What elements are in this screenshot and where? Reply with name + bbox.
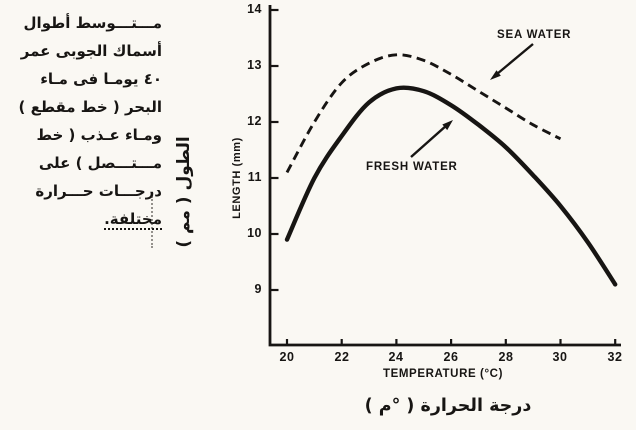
y-tick-label: 14 <box>247 2 262 16</box>
x-tick-label: 30 <box>552 350 568 364</box>
x-tick-label: 32 <box>607 350 623 364</box>
y-axis-label: LENGTH (mm) <box>231 137 243 219</box>
caption-line: ٤٠ يومـا فى مـاء <box>40 70 162 88</box>
y-tick-label: 10 <box>247 226 262 240</box>
series-label-fresh-water: FRESH WATER <box>366 161 458 173</box>
fresh-water-arrow <box>410 120 453 158</box>
axes <box>268 5 621 347</box>
curve-fresh-water <box>284 85 618 287</box>
caption-line: أسماك الجوبى عمر <box>20 42 162 60</box>
x-tick-label: 22 <box>334 350 350 364</box>
curve-sea-water <box>285 53 562 174</box>
x-tick-label: 28 <box>498 350 514 364</box>
x-axis-label-arabic: درجة الحرارة ( °م ) <box>364 396 532 416</box>
caption-line: مختلفة. <box>104 210 162 228</box>
figure-caption-arabic: مـــتـــوسط أطوال أسماك الجوبى عمر ٤٠ يو… <box>2 9 162 233</box>
caption-line: ومـاء عـذب ( خط <box>36 126 162 144</box>
caption-line: مـــتـــصل ) على <box>38 154 162 172</box>
scan-artifact-dotted-line <box>151 196 153 248</box>
caption-line: درجـــات حـــرارة <box>35 182 162 200</box>
y-tick-label: 9 <box>254 282 262 296</box>
x-tick-label: 20 <box>279 350 295 364</box>
caption-line: مـــتـــوسط أطوال <box>23 14 162 32</box>
sea-water-arrow <box>490 43 534 80</box>
y-tick-label: 11 <box>247 170 262 184</box>
x-tick-label: 26 <box>443 350 459 364</box>
x-tick-label: 24 <box>388 350 404 364</box>
caption-line: البحر ( خط مقطع ) <box>18 98 162 116</box>
y-tick-label: 13 <box>247 58 262 72</box>
y-axis-label-arabic: الطول ( مم ) <box>174 136 194 248</box>
series-label-sea-water: SEA WATER <box>497 29 572 41</box>
y-tick-label: 12 <box>247 114 262 128</box>
x-axis-label: TEMPERATURE (°C) <box>382 368 504 380</box>
